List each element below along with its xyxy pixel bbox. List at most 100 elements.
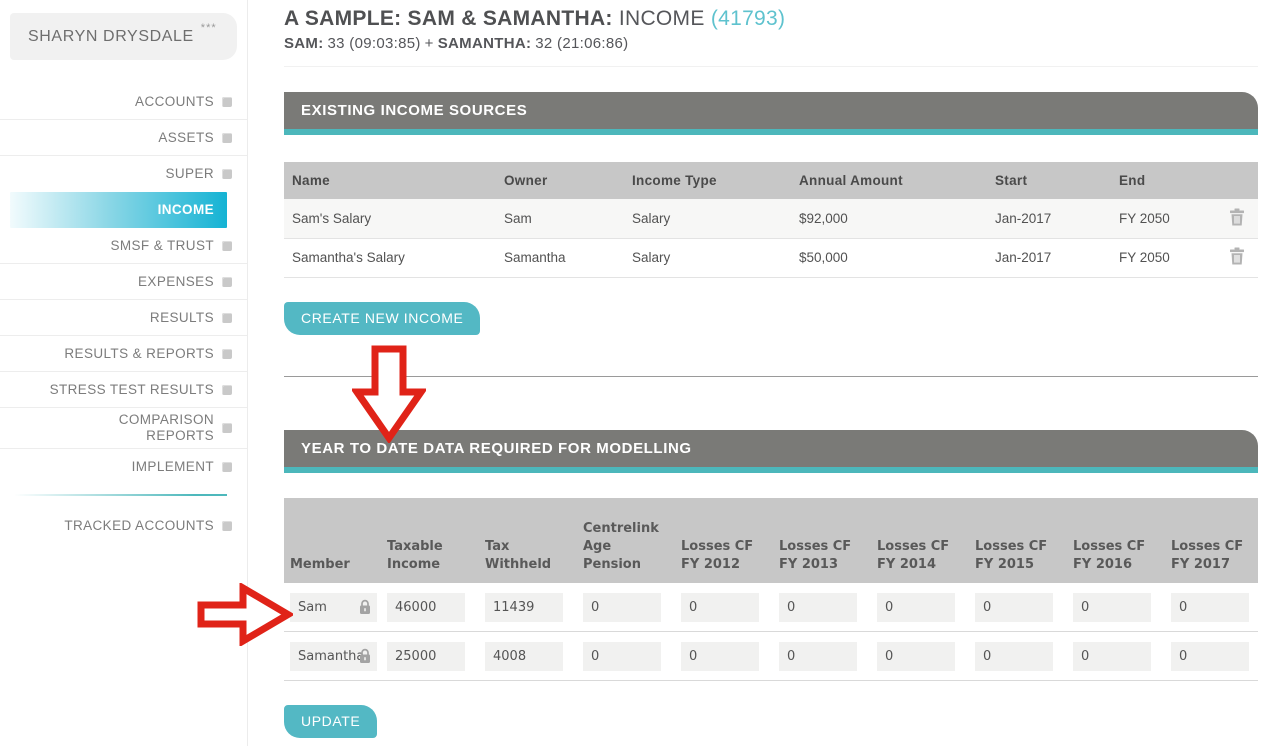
cell-name: Sam's Salary [284,199,496,239]
sidebar-item-accounts[interactable]: ACCOUNTS [0,84,247,120]
losses-fy2016-input[interactable] [1073,641,1151,671]
losses-fy2014-input[interactable] [877,641,955,671]
client-name-box: SHARYN DRYSDALE *** [10,13,237,60]
section-title: EXISTING INCOME SOURCES [301,102,528,119]
sidebar-item-implement[interactable]: IMPLEMENT [0,449,247,485]
square-bullet-icon [222,423,232,433]
col-header-start: Start [987,162,1111,199]
cell-start: Jan-2017 [987,238,1111,278]
sidebar-item-super[interactable]: SUPER [0,156,247,192]
cell-annual-amount: $92,000 [791,199,987,239]
square-bullet-icon [222,240,232,251]
sidebar-item-income[interactable]: INCOME [10,192,227,228]
losses-fy2013-input[interactable] [779,641,857,671]
col-header-losses-fy2017: Losses CF FY 2017 [1165,497,1258,583]
page-header: A SAMPLE: SAM & SAMANTHA: INCOME (41793)… [284,6,1258,52]
lock-icon [358,599,372,615]
client-name-suffix: *** [200,22,217,34]
losses-fy2017-input[interactable] [1171,641,1249,671]
ytd-row-samantha: Samantha [284,631,1258,681]
trash-icon[interactable] [1229,247,1245,265]
table-row[interactable]: Sam's Salary Sam Salary $92,000 Jan-2017… [284,199,1258,239]
losses-fy2015-input[interactable] [975,592,1053,622]
col-header-name: Name [284,162,496,199]
section-title: YEAR TO DATE DATA REQUIRED FOR MODELLING [301,439,692,457]
centrelink-age-pension-input[interactable] [583,641,661,671]
sidebar-item-label: COMPARISON REPORTS [118,412,214,443]
subtitle-samantha-label: SAMANTHA: [437,35,532,52]
square-bullet-icon [222,384,232,395]
member-name: Sam [298,599,327,615]
centrelink-age-pension-input[interactable] [583,592,661,622]
losses-fy2015-input[interactable] [975,641,1053,671]
sidebar-item-label: SMSF & TRUST [110,237,214,253]
col-header-owner: Owner [496,162,624,199]
cell-end: FY 2050 [1111,238,1208,278]
cell-annual-amount: $50,000 [791,238,987,278]
sidebar-item-assets[interactable]: ASSETS [0,120,247,156]
sidebar-item-label: RESULTS & REPORTS [64,345,214,361]
ytd-row-sam: Sam [284,582,1258,632]
create-new-income-button[interactable]: CREATE NEW INCOME [284,301,481,335]
col-header-losses-fy2016: Losses CF FY 2016 [1067,497,1165,583]
sidebar-item-label: SUPER [165,166,214,181]
member-cell: Samantha [290,641,377,671]
member-cell: Sam [290,592,377,622]
taxable-income-input[interactable] [387,592,465,622]
sidebar-item-results-reports[interactable]: RESULTS & REPORTS [0,336,247,372]
col-header-annual-amount: Annual Amount [791,162,987,199]
losses-fy2012-input[interactable] [681,641,759,671]
sidebar-item-smsf-trust[interactable]: SMSF & TRUST [0,228,247,264]
square-bullet-icon [222,169,232,179]
losses-fy2013-input[interactable] [779,592,857,622]
trash-icon[interactable] [1229,208,1245,226]
cell-owner: Sam [496,199,624,239]
existing-income-table: Name Owner Income Type Annual Amount Sta… [284,162,1258,278]
ytd-header-bar: YEAR TO DATE DATA REQUIRED FOR MODELLING [284,429,1258,473]
cell-name: Samantha's Salary [284,238,496,278]
sidebar: SHARYN DRYSDALE *** ACCOUNTS ASSETS SUPE… [0,0,248,746]
sidebar-item-comparison-reports[interactable]: COMPARISON REPORTS [0,408,247,449]
cell-end: FY 2050 [1111,199,1208,239]
sidebar-item-label: STRESS TEST RESULTS [49,381,214,397]
square-bullet-icon [222,276,232,287]
square-bullet-icon [222,96,232,107]
col-header-actions [1208,162,1258,199]
member-name: Samantha [298,648,365,664]
square-bullet-icon [222,132,232,143]
taxable-income-input[interactable] [387,641,465,671]
sidebar-item-expenses[interactable]: EXPENSES [0,264,247,300]
sidebar-item-label: EXPENSES [138,273,214,289]
subtitle-sam-label: SAM: [284,35,324,52]
page-title-section: INCOME [618,7,705,30]
page-title-id: (41793) [710,7,786,30]
sidebar-item-stress-test-results[interactable]: STRESS TEST RESULTS [0,372,247,408]
page-title: A SAMPLE: SAM & SAMANTHA: INCOME (41793) [284,6,1258,32]
lock-icon [358,648,372,664]
col-header-tax-withheld: Tax Withheld [479,497,577,583]
sidebar-item-label: ASSETS [158,129,214,145]
losses-fy2016-input[interactable] [1073,592,1151,622]
tax-withheld-input[interactable] [485,641,563,671]
sidebar-item-tracked-accounts[interactable]: TRACKED ACCOUNTS [0,508,247,544]
sidebar-item-label: RESULTS [149,309,214,325]
losses-fy2017-input[interactable] [1171,592,1249,622]
update-button[interactable]: UPDATE [284,704,378,738]
table-header-row: Name Owner Income Type Annual Amount Sta… [284,162,1258,199]
existing-income-section: EXISTING INCOME SOURCES Name Owner Incom… [284,92,1258,335]
table-row[interactable]: Samantha's Salary Samantha Salary $50,00… [284,238,1258,278]
losses-fy2012-input[interactable] [681,592,759,622]
losses-fy2014-input[interactable] [877,592,955,622]
ytd-header-row: Member Taxable Income Tax Withheld Centr… [284,497,1258,583]
sidebar-teal-divider [14,494,227,496]
page-title-client: A SAMPLE: SAM & SAMANTHA: [284,7,613,30]
col-header-end: End [1111,162,1208,199]
col-header-losses-fy2015: Losses CF FY 2015 [969,497,1067,583]
col-header-member: Member [284,497,381,583]
sidebar-item-label: IMPLEMENT [131,459,214,474]
square-bullet-icon [222,348,232,359]
sidebar-nav: ACCOUNTS ASSETS SUPER INCOME SMSF & TRUS… [0,84,247,544]
tax-withheld-input[interactable] [485,592,563,622]
sidebar-item-results[interactable]: RESULTS [0,300,247,336]
